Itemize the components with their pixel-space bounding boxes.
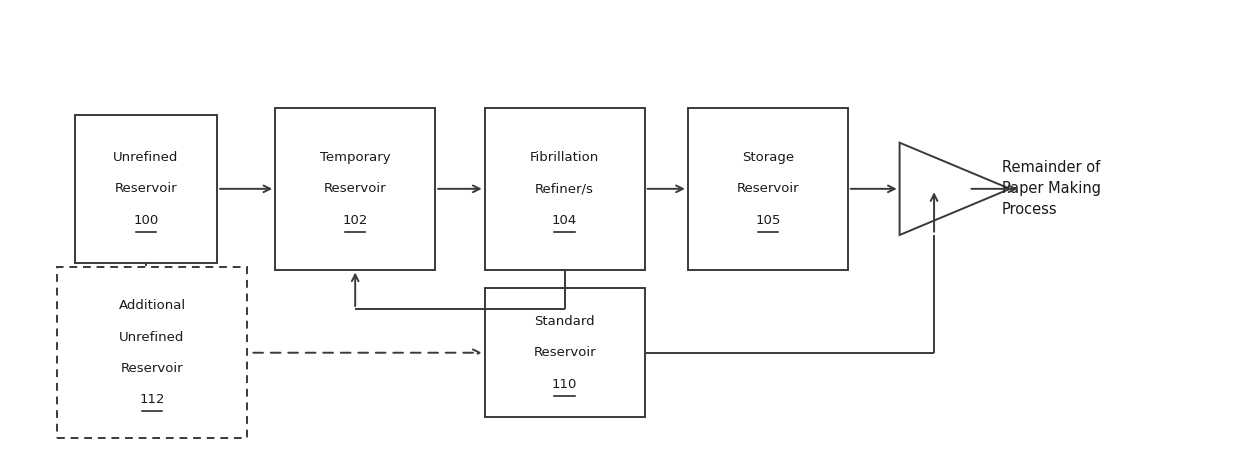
- Bar: [275, 108, 435, 270]
- Text: 105: 105: [755, 214, 780, 227]
- Bar: [57, 267, 248, 438]
- Text: 104: 104: [552, 214, 577, 227]
- Text: Reservoir: Reservoir: [324, 182, 387, 196]
- Text: Additional: Additional: [118, 299, 186, 312]
- Text: Temporary: Temporary: [320, 151, 391, 164]
- Text: 100: 100: [133, 214, 159, 227]
- Text: Reservoir: Reservoir: [114, 182, 177, 196]
- Text: 102: 102: [342, 214, 368, 227]
- Text: 110: 110: [552, 377, 578, 391]
- Bar: [485, 108, 645, 270]
- Polygon shape: [899, 143, 1009, 235]
- Text: Fibrillation: Fibrillation: [529, 151, 599, 164]
- Text: Unrefined: Unrefined: [113, 151, 179, 164]
- Text: Reservoir: Reservoir: [533, 346, 596, 359]
- Bar: [688, 108, 848, 270]
- Text: Remainder of
Paper Making
Process: Remainder of Paper Making Process: [1002, 160, 1101, 217]
- Bar: [485, 288, 645, 417]
- Text: Unrefined: Unrefined: [119, 330, 185, 344]
- Text: Standard: Standard: [534, 315, 595, 328]
- Text: Reservoir: Reservoir: [120, 362, 184, 375]
- Text: Storage: Storage: [742, 151, 794, 164]
- Text: Refiner/s: Refiner/s: [536, 182, 594, 196]
- Bar: [74, 115, 217, 263]
- Text: 112: 112: [139, 393, 165, 406]
- Text: Reservoir: Reservoir: [737, 182, 799, 196]
